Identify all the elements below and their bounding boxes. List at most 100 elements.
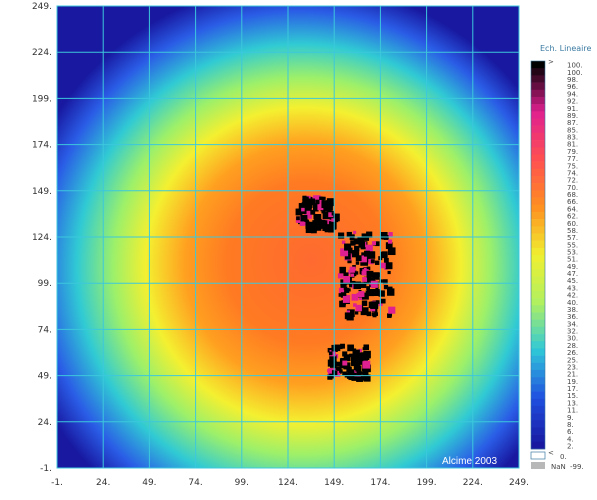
saturated-cell [350,273,355,277]
saturated-cell [353,372,357,377]
colorbar-swatch [531,427,545,435]
colorbar-level-label: 32. [567,328,578,336]
saturated-cell [366,270,374,278]
saturated-cell [387,270,391,275]
colorbar-level-label: 34. [567,320,578,328]
saturated-cell [357,237,365,244]
colorbar-over-label: > [548,58,554,66]
colorbar-level-label: 8. [567,421,574,429]
saturated-cell [353,238,360,245]
saturated-cell [338,293,343,297]
saturated-cell [344,253,351,260]
colorbar-swatch [531,183,545,191]
y-tick-label: 99. [38,279,52,289]
saturated-cell [357,355,364,362]
colorbar-swatch [531,398,545,407]
saturated-cell [310,209,316,215]
saturated-cell [364,250,370,257]
colorbar-level-label: 42. [567,292,578,300]
colorbar-level-label: 70. [567,184,578,192]
colorbar-swatch [531,276,545,285]
saturated-cell [342,371,347,376]
colorbar-level-label: 55. [567,241,578,249]
y-tick-label: 224. [32,48,52,58]
saturated-cell [335,361,341,367]
saturated-cell [341,240,346,244]
saturated-cell [372,289,380,296]
saturated-cell [340,343,345,349]
saturated-cell [387,288,395,296]
saturated-cell [344,362,350,368]
x-tick-label: 99. [235,478,249,488]
saturated-cell [351,250,360,258]
colorbar-nan-label: NaN [551,463,566,471]
saturated-cell [313,205,319,212]
x-tick-label: 224. [463,478,483,488]
saturated-clusters [295,195,396,382]
saturated-cell [358,348,363,353]
saturated-cell [380,298,386,304]
colorbar-level-label: 26. [567,349,578,357]
saturated-cell [340,284,346,290]
saturated-cell [383,284,389,290]
colorbar-swatch [531,140,545,148]
saturated-cell [328,221,337,229]
colorbar-swatch [531,82,545,91]
saturated-cell [388,232,393,237]
colorbar-swatch [531,68,545,76]
colorbar-level-label: 89. [567,112,578,120]
colorbar-swatch [531,355,545,364]
saturated-cell [348,374,355,381]
colorbar-level-label: 21. [567,371,578,379]
saturated-cell [372,313,377,318]
saturated-cell [349,344,354,349]
colorbar-swatch [531,211,545,220]
colorbar-level-label: 38. [567,306,578,314]
colorbar-level-label: 60. [567,220,578,228]
colorbar-frame [530,60,546,450]
saturated-cell [353,303,357,307]
colorbar-swatch [531,204,545,213]
colorbar-level-label: 58. [567,227,578,235]
saturated-cell [356,375,363,382]
saturated-cell [366,266,371,271]
saturated-cell [362,360,371,369]
saturated-cell [344,312,352,320]
saturated-cell [346,231,352,238]
colorbar-level-label: 100. [567,69,583,77]
saturated-cell [355,304,362,312]
saturated-cell [347,259,352,264]
colorbar-level-label: 25. [567,356,578,364]
saturated-cell [343,272,349,278]
x-tick-label: 174. [370,478,390,488]
saturated-cell [332,370,338,376]
colorbar-level-label: 28. [567,342,578,350]
saturated-cell [362,354,369,360]
colorbar-level-label: 77. [567,155,578,163]
colorbar-swatch [531,240,545,249]
colorbar-swatch [531,132,545,141]
colorbar-nan-swatch [531,462,545,469]
x-tick-label: 74. [188,478,202,488]
saturated-cell [366,286,370,290]
colorbar-level-label: 68. [567,191,578,199]
x-tick-label: 149. [324,478,344,488]
colorbar-level-label: 72. [567,177,578,185]
colorbar-swatch [531,362,545,371]
saturated-cell [355,255,362,262]
colorbar-level-label: 17. [567,385,578,393]
saturated-cell [342,295,350,303]
saturated-cell [328,202,333,207]
x-tick-label: 24. [96,478,110,488]
colorbar-level-label: 53. [567,249,578,257]
colorbar: Ech. Lineaire >100.100.98.96.94.92.91.89… [530,44,592,471]
colorbar-level-label: 36. [567,313,578,321]
saturated-cell [358,241,366,248]
colorbar-under-label: < [548,449,554,457]
saturated-cell [361,252,366,258]
x-tick-label: 249. [509,478,529,488]
saturated-cell [331,218,335,222]
saturated-cell [313,214,319,220]
saturated-cell [338,287,345,294]
